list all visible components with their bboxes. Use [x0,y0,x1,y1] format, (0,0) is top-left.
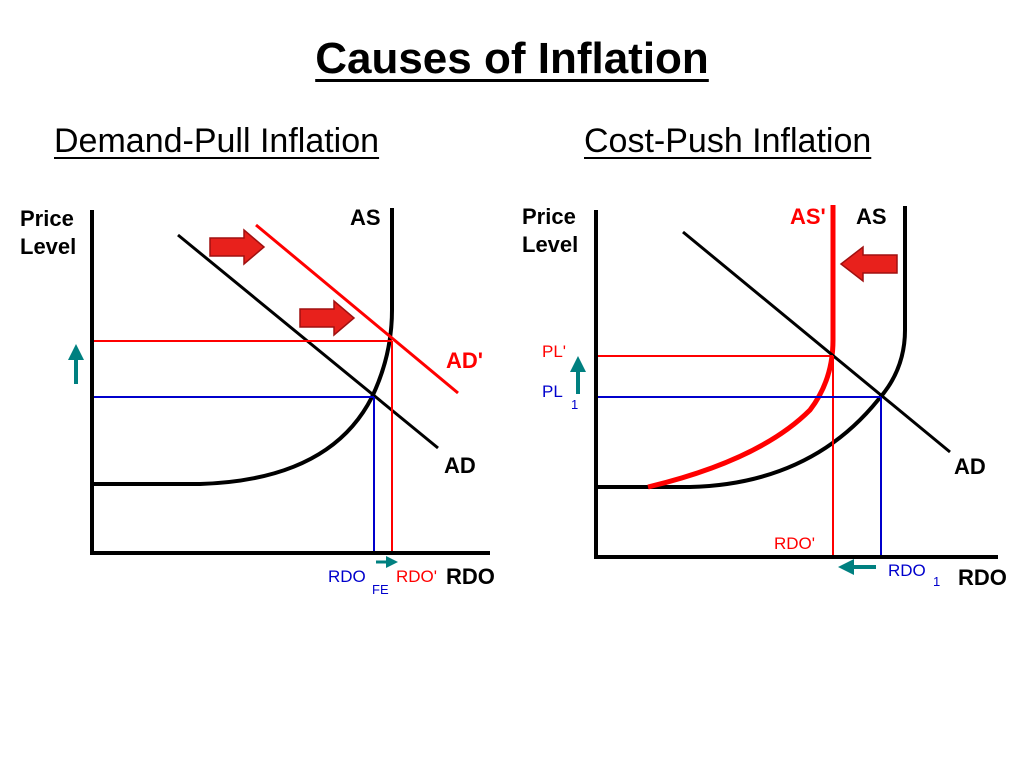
left-rdo-fe-subscript: FE [372,582,389,597]
left-as-label: AS [350,205,381,230]
right-pl1-label: PL [542,382,563,401]
right-pl1-subscript: 1 [571,397,578,412]
right-as-curve [596,206,907,489]
cost-push-diagram: Price Level AS' AS AD PL' PL 1 RDO' RDO … [522,204,1007,590]
right-pl-prime-label: PL' [542,342,566,361]
right-rdo1-label: RDO [888,561,926,580]
demand-pull-heading: Demand-Pull Inflation [54,122,380,160]
right-rdo1-subscript: 1 [933,574,940,589]
page-title-text: Causes of Inflation [315,34,709,83]
left-y-axis-label-line1: Price [20,206,74,231]
right-as-shifted-label: AS' [790,204,826,229]
right-as-shifted-curve [647,205,836,490]
left-ad-label: AD [444,453,476,478]
left-x-axis-label: RDO [446,564,495,589]
left-rdo-fe-label: RDO [328,567,366,586]
left-ad-shifted-line [255,223,459,395]
right-y-axis-label-line2: Level [522,232,578,257]
cost-push-heading: Cost-Push Inflation [584,122,872,160]
demand-pull-diagram: Price Level AS AD' AD RDO FE RDO' RDO [20,205,495,597]
right-x-axis-label: RDO [958,565,1007,590]
right-y-axis-label-line1: Price [522,204,576,229]
left-ad-shifted-label: AD' [446,348,483,373]
left-y-axis-label-line2: Level [20,234,76,259]
right-as-label: AS [856,204,887,229]
right-ad-line [682,230,951,454]
red-left-arrow-icon [839,245,898,283]
right-ad-label: AD [954,454,986,479]
right-rdo-prime-label: RDO' [774,534,815,553]
page-title: Causes of Inflation [0,34,1024,84]
red-right-arrow-icon [209,228,266,266]
left-rdo-prime-label: RDO' [396,567,437,586]
red-right-arrow-icon [299,299,356,337]
